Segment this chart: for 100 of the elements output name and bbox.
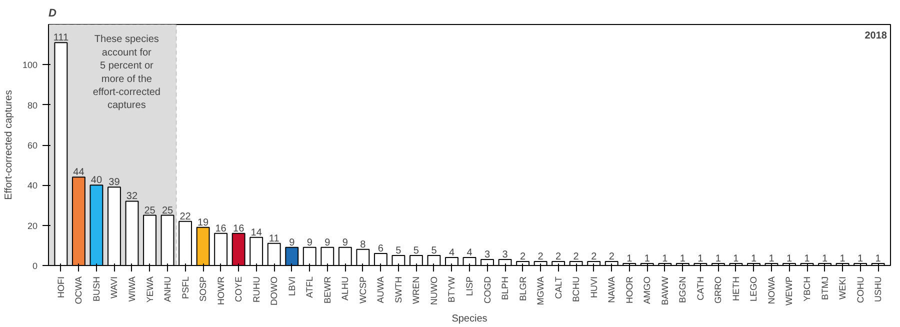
x-tick-label: HOFI — [56, 276, 66, 298]
data-label: 1 — [875, 253, 882, 264]
data-label: 2 — [520, 251, 526, 262]
data-label: 9 — [289, 237, 296, 248]
x-tick-label: HUVI — [588, 276, 599, 298]
x-tick-label: AUWA — [376, 276, 386, 304]
x-tick-label: HETH — [730, 276, 741, 301]
x-tick-label: ALHU — [340, 276, 350, 301]
data-label: 44 — [73, 167, 85, 178]
x-tick-label: WEWP — [784, 276, 794, 306]
x-tick-label: CALT — [553, 276, 564, 299]
data-label: 1 — [626, 253, 633, 264]
x-tick-label: WEKI — [838, 276, 848, 300]
y-tick-label: 100 — [22, 60, 38, 70]
x-tick-label: SOSP — [198, 276, 208, 302]
data-label: 111 — [53, 32, 69, 44]
data-label: 19 — [197, 217, 210, 228]
x-tick-label: WCSP — [358, 276, 368, 304]
data-label: 1 — [840, 253, 846, 264]
x-tick-label: CATH — [695, 276, 706, 300]
data-label: 9 — [306, 237, 313, 248]
data-label: 1 — [822, 253, 828, 264]
data-label: 3 — [502, 249, 508, 260]
x-tick-label: BGGN — [678, 276, 688, 304]
data-label: 11 — [268, 233, 280, 244]
data-label: 1 — [644, 253, 650, 264]
x-tick-label: LEGO — [748, 276, 759, 302]
y-tick-label: 60 — [27, 140, 38, 150]
data-label: 1 — [804, 253, 810, 264]
annotation: 2018 — [864, 30, 888, 42]
data-label: 22 — [180, 211, 192, 222]
x-tick-label: BEWR — [322, 276, 332, 304]
x-tick-label: BAWW — [660, 276, 670, 306]
x-tick-label: AMGO — [642, 276, 652, 304]
x-tick-label: BLPH — [500, 276, 510, 300]
data-label: 5 — [413, 245, 420, 256]
data-label: 2 — [556, 251, 562, 262]
data-label: 4 — [466, 247, 473, 258]
x-tick-label: YEWA — [144, 276, 155, 303]
data-label: 14 — [250, 227, 262, 238]
x-tick-label: GRRO — [713, 276, 724, 304]
data-label: 1 — [768, 253, 775, 264]
band-label: These species account for 5 percent or more of the effort-corrected captures — [92, 34, 160, 112]
x-tick-label: ATFL — [304, 276, 315, 298]
data-label: 1 — [858, 253, 864, 264]
y-axis-title: Effort-corrected captures — [3, 90, 14, 200]
x-tick-label: NUWO — [428, 276, 439, 305]
x-tick-label: BLGR — [518, 276, 528, 302]
data-label: 1 — [680, 253, 686, 264]
x-tick-label: COGD — [482, 276, 492, 304]
data-label: 3 — [484, 249, 490, 260]
data-label: 40 — [90, 175, 102, 186]
x-tick-label: WIWA — [126, 276, 137, 302]
data-label: 1 — [662, 253, 668, 264]
data-label: 1 — [733, 253, 740, 264]
data-label: 2 — [591, 251, 598, 262]
x-tick-label: DOWO — [269, 276, 280, 306]
data-label: 1 — [786, 253, 792, 264]
data-label: 5 — [431, 245, 438, 256]
x-axis-title: Species — [452, 313, 488, 324]
data-label: 16 — [215, 223, 227, 234]
y-tick-label: 0 — [32, 261, 38, 271]
x-tick-label: LISP — [464, 276, 474, 296]
x-tick-label: WAVI — [109, 276, 120, 298]
data-label: 1 — [715, 253, 722, 264]
y-tick-label: 40 — [27, 180, 38, 191]
x-tick-label: COHU — [855, 276, 866, 303]
x-tick-label: YBCH — [802, 276, 812, 302]
data-label: 9 — [342, 237, 348, 248]
data-label: 4 — [448, 247, 455, 258]
data-label: 1 — [698, 253, 704, 264]
x-tick-label: BCHU — [571, 276, 582, 302]
data-label: 2 — [538, 251, 544, 262]
x-tick-label: PSFL — [180, 276, 190, 300]
data-label: 39 — [108, 177, 120, 188]
data-label: 2 — [608, 251, 615, 262]
x-tick-label: USHU — [873, 276, 884, 302]
data-label: 9 — [324, 237, 331, 248]
x-tick-label: MGWA — [536, 276, 546, 306]
x-tick-label: BTMJ — [820, 276, 830, 300]
data-label: 8 — [360, 239, 366, 250]
chart-title: D — [48, 8, 56, 20]
x-tick-label: OCWA — [74, 276, 84, 304]
x-tick-label: NAWA — [606, 276, 617, 303]
x-tick-label: BTYW — [446, 276, 457, 302]
x-tick-label: HOOR — [624, 276, 634, 304]
x-tick-label: LBVI — [286, 276, 297, 296]
x-tick-label: HOWR — [216, 276, 226, 305]
x-tick-label: NOWA — [766, 276, 776, 304]
data-label: 32 — [126, 191, 138, 202]
x-tick-label: ANHU — [162, 276, 173, 302]
data-label: 5 — [396, 245, 402, 256]
x-tick-label: WREN — [411, 276, 422, 304]
x-tick-label: SWTH — [393, 276, 404, 303]
x-tick-label: RUHU — [251, 276, 262, 302]
y-tick-label: 20 — [27, 220, 38, 231]
x-tick-label: COYE — [234, 276, 244, 302]
data-label: 25 — [144, 205, 156, 216]
data-label: 6 — [378, 243, 384, 254]
y-tick-label: 80 — [27, 100, 38, 110]
